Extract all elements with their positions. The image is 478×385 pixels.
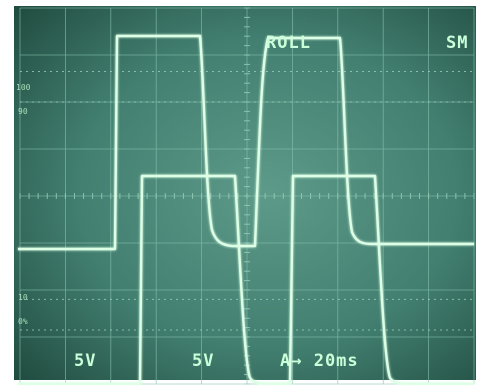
label-10: 10 (18, 293, 28, 302)
timebase-readout: A→ 20ms (280, 351, 359, 371)
mode-right-readout: SM (446, 33, 468, 53)
crt-screen (14, 6, 476, 380)
trace-channel-2 (18, 174, 474, 385)
graticule-ticks (19, 7, 475, 385)
mode-readout: ROLL (266, 33, 311, 53)
label-100: 100 (16, 83, 31, 92)
label-90: 90 (18, 107, 28, 116)
trace-channel-1 (18, 34, 474, 251)
ch1-scale-readout: 5V (74, 351, 96, 371)
ch2-scale-readout: 5V (192, 351, 214, 371)
label-0: 0% (18, 317, 28, 326)
